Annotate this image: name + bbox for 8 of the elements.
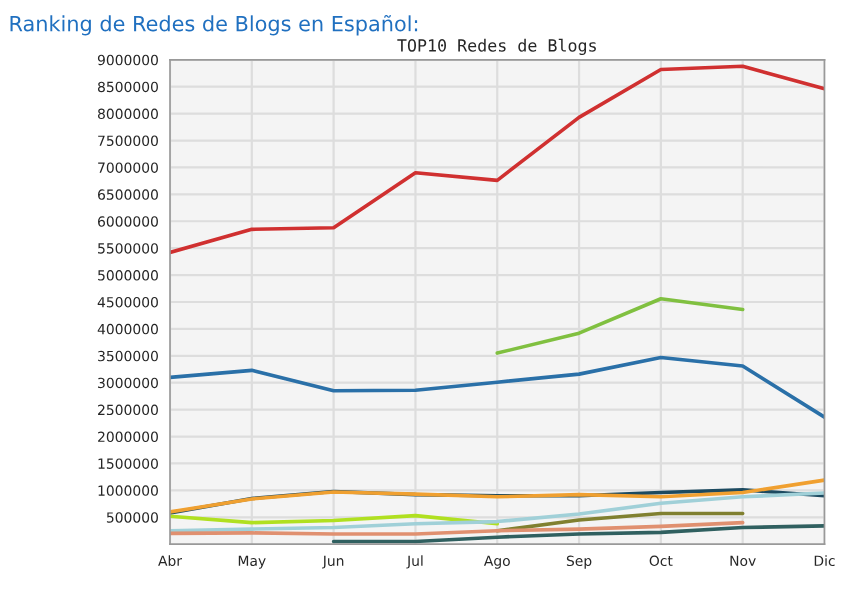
chart-title: Ranking de Redes de Blogs en Español: — [10, 14, 418, 36]
line-series — [170, 491, 825, 533]
line-series — [331, 524, 825, 544]
line-series — [495, 296, 745, 355]
line-series — [170, 64, 825, 255]
line-series — [170, 355, 825, 419]
line-series — [170, 478, 825, 514]
chart-subtitle: TOP10 Redes de Blogs — [397, 38, 596, 56]
